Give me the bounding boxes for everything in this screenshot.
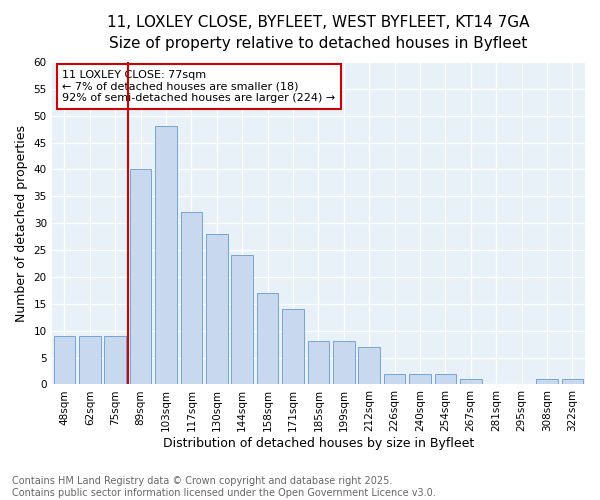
Text: 11 LOXLEY CLOSE: 77sqm
← 7% of detached houses are smaller (18)
92% of semi-deta: 11 LOXLEY CLOSE: 77sqm ← 7% of detached … [62, 70, 335, 103]
Bar [460, 379, 482, 384]
Bar [409, 374, 431, 384]
Bar [384, 374, 406, 384]
Bar [562, 379, 583, 384]
Y-axis label: Number of detached properties: Number of detached properties [15, 124, 28, 322]
Bar [232, 256, 253, 384]
Bar [104, 336, 126, 384]
Bar [358, 347, 380, 385]
Bar [53, 336, 75, 384]
Title: 11, LOXLEY CLOSE, BYFLEET, WEST BYFLEET, KT14 7GA
Size of property relative to d: 11, LOXLEY CLOSE, BYFLEET, WEST BYFLEET,… [107, 15, 530, 51]
X-axis label: Distribution of detached houses by size in Byfleet: Distribution of detached houses by size … [163, 437, 474, 450]
Bar [434, 374, 456, 384]
Bar [155, 126, 177, 384]
Bar [308, 342, 329, 384]
Text: Contains HM Land Registry data © Crown copyright and database right 2025.
Contai: Contains HM Land Registry data © Crown c… [12, 476, 436, 498]
Bar [206, 234, 227, 384]
Bar [79, 336, 101, 384]
Bar [282, 309, 304, 384]
Bar [257, 293, 278, 384]
Bar [333, 342, 355, 384]
Bar [130, 170, 151, 384]
Bar [181, 212, 202, 384]
Bar [536, 379, 557, 384]
